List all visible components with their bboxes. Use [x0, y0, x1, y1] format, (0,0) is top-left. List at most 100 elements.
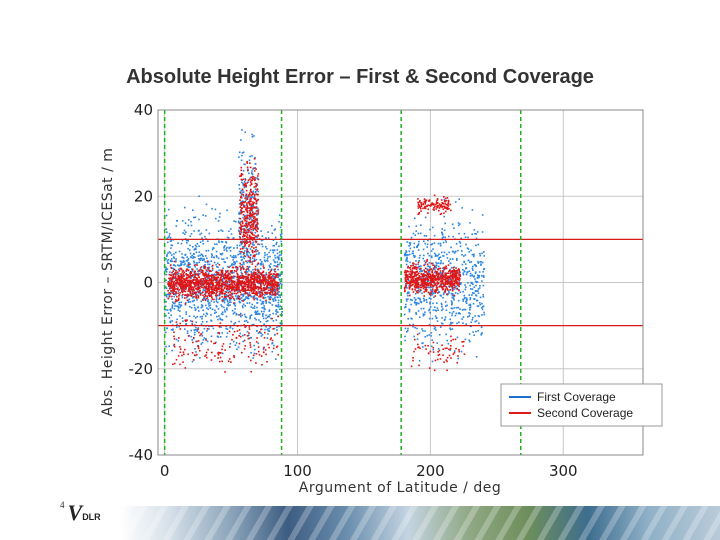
data-point	[250, 295, 253, 298]
data-point	[257, 211, 260, 213]
data-point	[256, 280, 259, 283]
data-point	[209, 295, 211, 297]
data-point	[455, 275, 457, 278]
data-point	[276, 252, 279, 255]
data-point	[412, 323, 415, 326]
data-point	[252, 168, 254, 170]
data-point	[247, 296, 249, 299]
data-point	[192, 256, 195, 258]
data-point	[217, 281, 220, 284]
data-point	[216, 243, 218, 246]
data-point	[212, 284, 215, 287]
data-point	[255, 287, 257, 290]
data-point	[271, 289, 274, 292]
data-point	[452, 272, 454, 275]
data-point	[247, 181, 249, 183]
data-point	[194, 348, 196, 350]
data-point	[214, 355, 216, 357]
data-point	[433, 279, 435, 282]
data-point	[412, 250, 414, 253]
data-point	[420, 224, 422, 226]
data-point	[232, 266, 235, 269]
data-point	[405, 280, 407, 282]
data-point	[252, 241, 255, 243]
data-point	[242, 252, 245, 254]
data-point	[455, 250, 457, 253]
data-point	[418, 316, 421, 318]
data-point	[451, 289, 454, 292]
data-point	[172, 288, 174, 291]
data-point	[240, 212, 242, 215]
data-point	[185, 259, 188, 262]
data-point	[172, 329, 174, 331]
data-point	[408, 273, 410, 275]
data-point	[243, 186, 246, 189]
data-point	[280, 240, 283, 243]
data-point	[254, 231, 257, 234]
data-point	[229, 246, 232, 249]
data-point	[464, 270, 466, 273]
data-point	[230, 301, 232, 303]
data-point	[215, 292, 217, 295]
data-point	[250, 236, 253, 239]
data-point	[483, 311, 485, 314]
data-point	[413, 280, 415, 283]
data-point	[246, 281, 248, 283]
data-point	[204, 290, 207, 293]
data-point	[263, 337, 266, 339]
data-point	[253, 305, 256, 307]
data-point	[462, 316, 465, 318]
data-point	[434, 284, 437, 286]
data-point	[443, 284, 445, 286]
data-point	[204, 261, 207, 263]
data-point	[219, 292, 222, 294]
data-point	[225, 315, 228, 318]
data-point	[249, 184, 252, 187]
data-point	[251, 223, 253, 226]
data-point	[253, 290, 255, 292]
data-point	[422, 248, 425, 251]
data-point	[193, 315, 195, 318]
data-point	[271, 286, 273, 288]
data-point	[418, 240, 420, 243]
data-point	[218, 315, 220, 317]
data-point	[257, 262, 259, 265]
data-point	[183, 278, 185, 281]
data-point	[215, 255, 218, 257]
data-point	[434, 205, 436, 208]
data-point	[181, 271, 184, 273]
data-point	[199, 357, 201, 359]
data-point	[406, 256, 408, 259]
data-point	[255, 193, 258, 195]
data-point	[195, 354, 197, 357]
data-point	[447, 203, 450, 205]
data-point	[279, 274, 281, 277]
data-point	[184, 294, 187, 296]
data-point	[462, 272, 465, 274]
x-tick-label: 100	[283, 462, 312, 480]
data-point	[238, 295, 241, 298]
data-point	[251, 226, 253, 228]
data-point	[239, 191, 241, 194]
data-point	[186, 256, 188, 258]
data-point	[233, 263, 235, 266]
data-point	[278, 306, 280, 308]
data-point	[414, 282, 417, 284]
data-point	[228, 230, 230, 232]
data-point	[250, 194, 253, 197]
data-point	[255, 210, 258, 213]
data-point	[249, 285, 251, 287]
data-point	[223, 281, 226, 284]
data-point	[201, 281, 203, 283]
data-point	[411, 284, 413, 287]
data-point	[417, 198, 419, 200]
data-point	[244, 289, 246, 292]
data-point	[251, 257, 254, 259]
data-point	[440, 275, 443, 277]
data-point	[417, 201, 419, 204]
data-point	[246, 228, 249, 231]
data-point	[171, 292, 174, 294]
data-point	[255, 271, 257, 274]
data-point	[430, 280, 432, 283]
